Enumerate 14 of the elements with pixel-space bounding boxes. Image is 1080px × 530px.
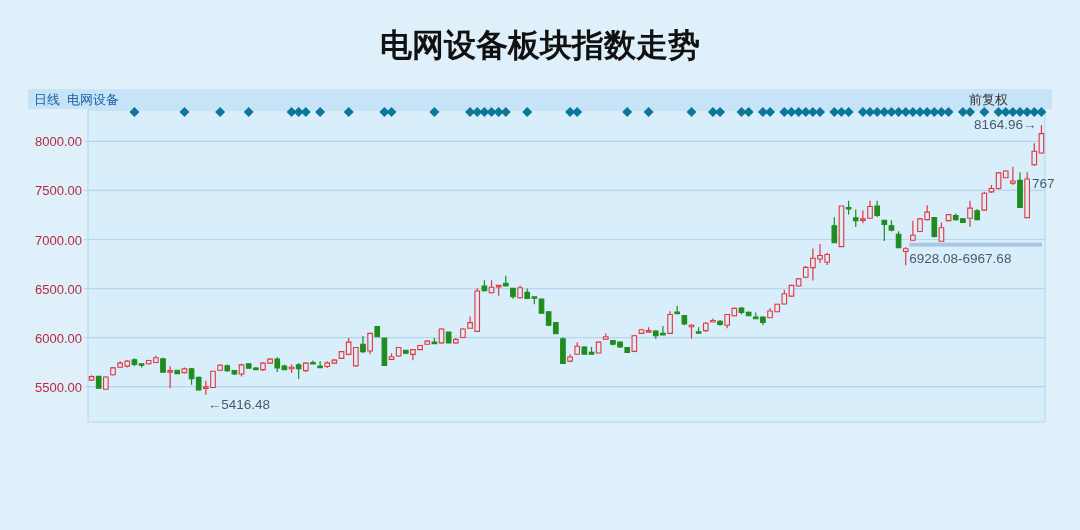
- band-label: 6928.08-6967.68: [909, 250, 1012, 266]
- y-tick-label: 5500.00: [35, 379, 82, 395]
- y-tick-label: 6000.00: [35, 330, 82, 346]
- annotation: ←5416.48: [207, 396, 271, 412]
- y-tick-label: 7000.00: [35, 232, 82, 248]
- annotation: 767: [1032, 176, 1055, 191]
- y-tick-label: 6500.00: [35, 281, 82, 297]
- chart-title: 电网设备板块指数走势: [380, 27, 700, 63]
- text: 前复权: [969, 92, 1008, 107]
- y-tick-label: 8000.00: [35, 134, 82, 150]
- y-tick-label: 7500.00: [35, 183, 82, 199]
- text: 电网设备: [67, 92, 119, 107]
- text: 日线: [34, 92, 60, 107]
- annotation: 8164.96→: [974, 117, 1037, 133]
